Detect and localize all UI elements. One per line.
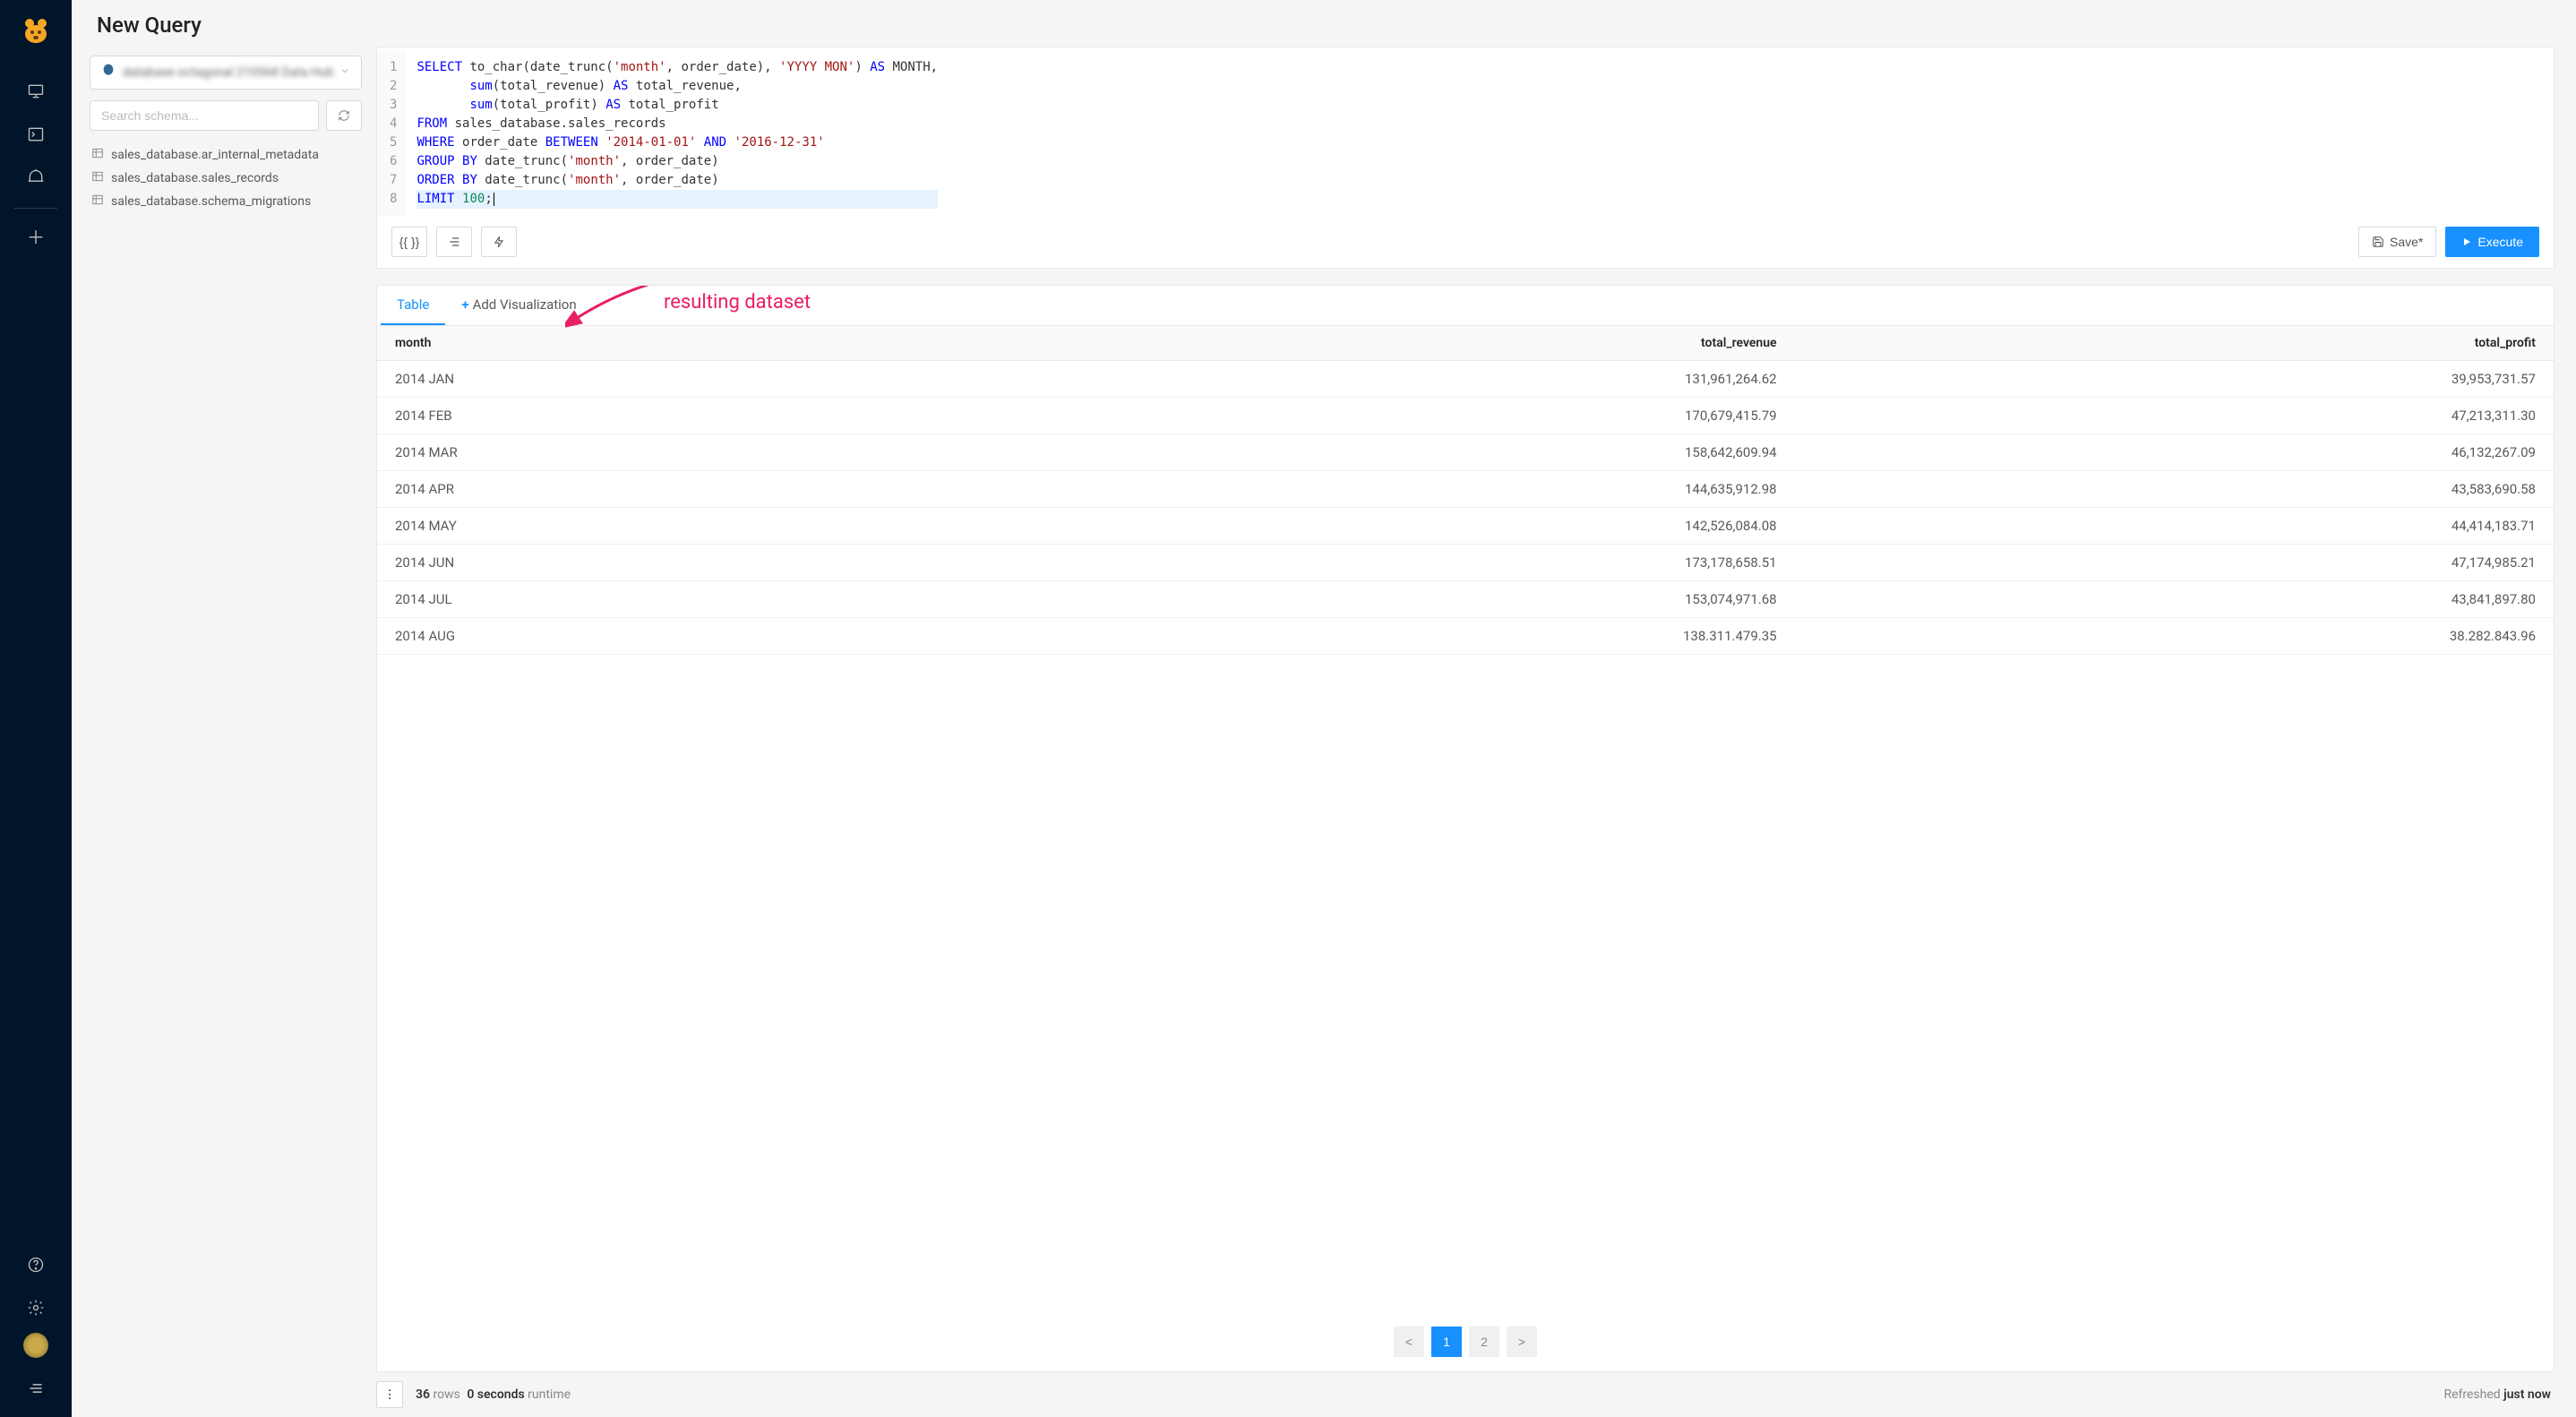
save-button-label: Save* — [2390, 235, 2423, 249]
table-name: sales_database.ar_internal_metadata — [111, 148, 319, 162]
table-cell: 2014 APR — [377, 471, 989, 508]
table-header-row: monthtotal_revenuetotal_profit — [377, 326, 2554, 361]
execute-button-label: Execute — [2477, 235, 2523, 249]
table-cell: 138.311.479.35 — [989, 618, 1795, 655]
list-icon[interactable] — [18, 1370, 54, 1406]
avatar[interactable] — [23, 1333, 48, 1358]
refresh-schema-button[interactable] — [326, 100, 362, 131]
postgres-icon — [101, 64, 116, 82]
chevron-down-icon — [339, 65, 350, 80]
database-label: database octagonal 210568 Data Hub — [123, 65, 339, 80]
line-gutter: 12345678 — [377, 51, 406, 216]
page-title: New Query — [97, 13, 2551, 38]
table-row: 2014 JUL153,074,971.6843,841,897.80 — [377, 581, 2554, 618]
schema-table-item[interactable]: sales_database.ar_internal_metadata — [90, 143, 362, 167]
monitor-icon[interactable] — [18, 73, 54, 109]
nav-rail: ＋ — [0, 0, 72, 1417]
status-bar: ⋮ 36 rows 0 seconds runtime Refreshed ju… — [376, 1372, 2555, 1417]
pagination: <12 > — [377, 1316, 2554, 1371]
sql-code[interactable]: SELECT to_char(date_trunc('month', order… — [406, 51, 949, 216]
page-button[interactable]: 2 — [1469, 1327, 1499, 1357]
table-cell: 47,174,985.21 — [1795, 545, 2554, 581]
column-header[interactable]: total_profit — [1795, 326, 2554, 361]
table-cell: 47,213,311.30 — [1795, 398, 2554, 434]
table-name: sales_database.schema_migrations — [111, 194, 311, 209]
table-cell: 38.282.843.96 — [1795, 618, 2554, 655]
results-table: monthtotal_revenuetotal_profit 2014 JAN1… — [377, 326, 2554, 655]
settings-icon[interactable] — [18, 1290, 54, 1326]
table-cell: 170,679,415.79 — [989, 398, 1795, 434]
page-button[interactable]: 1 — [1431, 1327, 1462, 1357]
plus-icon: + — [461, 296, 468, 313]
table-name: sales_database.sales_records — [111, 171, 279, 185]
new-query-button[interactable]: ＋ — [18, 218, 54, 253]
save-button[interactable]: Save* — [2358, 227, 2436, 257]
variables-button[interactable]: {{ }} — [391, 227, 427, 257]
table-cell: 44,414,183.71 — [1795, 508, 2554, 545]
table-cell: 46,132,267.09 — [1795, 434, 2554, 471]
column-header[interactable]: month — [377, 326, 989, 361]
rows-status: 36 rows 0 seconds runtime — [416, 1387, 571, 1402]
table-cell: 158,642,609.94 — [989, 434, 1795, 471]
table-cell: 2014 AUG — [377, 618, 989, 655]
format-button[interactable] — [436, 227, 472, 257]
table-row: 2014 JUN173,178,658.5147,174,985.21 — [377, 545, 2554, 581]
add-viz-label: Add Visualization — [473, 296, 577, 313]
more-menu-button[interactable]: ⋮ — [376, 1381, 403, 1408]
results-tabs: Table + Add Visualization — [377, 286, 2554, 326]
table-cell: 142,526,084.08 — [989, 508, 1795, 545]
schema-panel: database octagonal 210568 Data Hub sales… — [72, 47, 376, 1417]
sql-editor: 12345678 SELECT to_char(date_trunc('mont… — [376, 47, 2555, 269]
page-next-button[interactable]: > — [1507, 1327, 1537, 1357]
table-cell: 2014 JUL — [377, 581, 989, 618]
table-row: 2014 MAR158,642,609.9446,132,267.09 — [377, 434, 2554, 471]
execute-button[interactable]: Execute — [2445, 227, 2539, 257]
schema-table-list: sales_database.ar_internal_metadatasales… — [90, 143, 362, 213]
schema-table-item[interactable]: sales_database.sales_records — [90, 167, 362, 190]
table-cell: 2014 JAN — [377, 361, 989, 398]
column-header[interactable]: total_revenue — [989, 326, 1795, 361]
tab-table[interactable]: Table — [381, 286, 445, 325]
table-cell: 2014 MAY — [377, 508, 989, 545]
schema-search-input[interactable] — [90, 100, 319, 131]
table-row: 2014 FEB170,679,415.7947,213,311.30 — [377, 398, 2554, 434]
table-cell: 153,074,971.68 — [989, 581, 1795, 618]
table-row: 2014 AUG138.311.479.3538.282.843.96 — [377, 618, 2554, 655]
table-cell: 2014 JUN — [377, 545, 989, 581]
page-header: New Query — [72, 0, 2576, 47]
table-icon — [91, 170, 104, 186]
help-icon[interactable] — [18, 1247, 54, 1283]
table-cell: 43,841,897.80 — [1795, 581, 2554, 618]
table-body: 2014 JAN131,961,264.6239,953,731.572014 … — [377, 361, 2554, 655]
database-select[interactable]: database octagonal 210568 Data Hub — [90, 56, 362, 90]
table-row: 2014 APR144,635,912.9843,583,690.58 — [377, 471, 2554, 508]
table-cell: 2014 FEB — [377, 398, 989, 434]
terminal-icon[interactable] — [18, 116, 54, 152]
table-cell: 43,583,690.58 — [1795, 471, 2554, 508]
page-prev-button[interactable]: < — [1394, 1327, 1424, 1357]
logo[interactable] — [21, 16, 50, 48]
table-cell: 173,178,658.51 — [989, 545, 1795, 581]
table-icon — [91, 193, 104, 210]
table-row: 2014 MAY142,526,084.0844,414,183.71 — [377, 508, 2554, 545]
explain-button[interactable] — [481, 227, 517, 257]
table-cell: 39,953,731.57 — [1795, 361, 2554, 398]
alert-icon[interactable] — [18, 159, 54, 195]
table-cell: 2014 MAR — [377, 434, 989, 471]
tab-add-visualization[interactable]: + Add Visualization — [445, 286, 592, 325]
schema-table-item[interactable]: sales_database.schema_migrations — [90, 190, 362, 213]
table-icon — [91, 147, 104, 163]
table-row: 2014 JAN131,961,264.6239,953,731.57 — [377, 361, 2554, 398]
results-panel: Create charts from the resulting dataset… — [376, 285, 2555, 1372]
table-cell: 131,961,264.62 — [989, 361, 1795, 398]
refreshed-status: Refreshed just now — [2443, 1387, 2551, 1402]
table-cell: 144,635,912.98 — [989, 471, 1795, 508]
